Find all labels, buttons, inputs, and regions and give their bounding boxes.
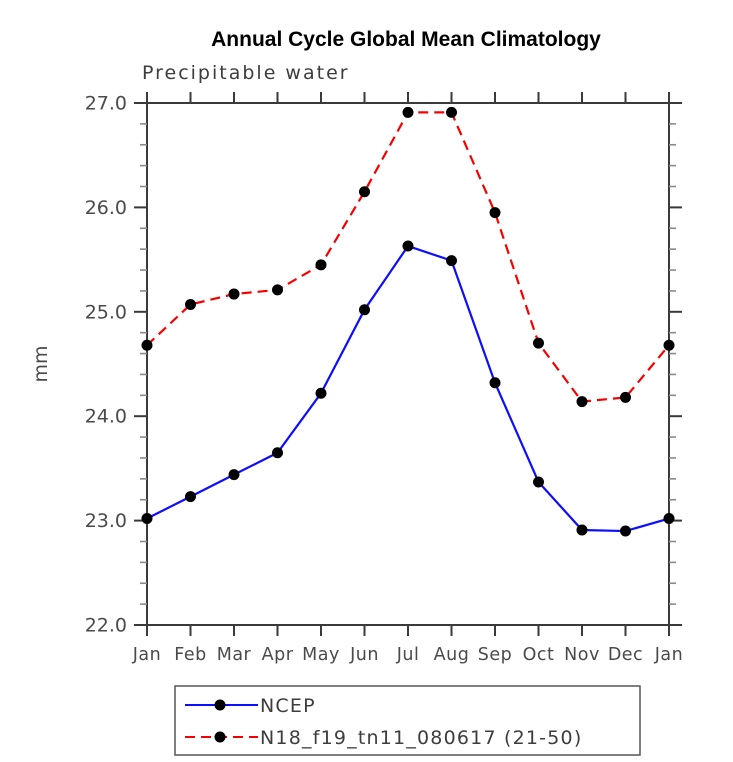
data-point-marker xyxy=(533,476,544,488)
legend-frame xyxy=(174,685,641,756)
data-point-marker xyxy=(185,491,196,503)
y-tick-label: 23.0 xyxy=(85,510,127,532)
legend-label-ncep: NCEP xyxy=(260,695,316,717)
data-point-marker xyxy=(315,259,327,271)
axes-ticks: Jan Feb Mar Apr May Jun Jul Aug Sep Oct Nov Dec Jan2… xyxy=(85,92,683,665)
data-point-marker xyxy=(533,337,544,349)
data-point-marker xyxy=(359,186,370,198)
x-tick-label: Jan xyxy=(132,645,161,665)
data-point-marker xyxy=(402,240,414,252)
data-point-marker xyxy=(446,106,457,118)
x-tick-label: May xyxy=(302,645,340,665)
y-tick-label: 24.0 xyxy=(85,406,127,428)
x-tick-label: Apr xyxy=(262,645,294,665)
x-tick-label: Dec xyxy=(608,645,643,665)
data-point-marker xyxy=(663,339,675,351)
data-point-marker xyxy=(272,447,283,459)
y-axis-title: mm xyxy=(30,345,52,382)
data-point-marker xyxy=(141,339,153,351)
legend-marker-dot xyxy=(214,699,226,711)
data-point-marker xyxy=(663,513,675,525)
data-point-marker xyxy=(576,524,588,536)
data-point-marker xyxy=(315,387,327,399)
x-tick-label: Oct xyxy=(523,645,555,665)
legend-item-model: N18_f19_tn11_080617 (21-50) xyxy=(185,727,582,749)
y-tick-label: 22.0 xyxy=(85,615,127,637)
data-point-marker xyxy=(272,284,283,296)
x-tick-label: Jan xyxy=(654,645,683,665)
series-line-model xyxy=(146,111,670,403)
y-tick-label: 27.0 xyxy=(85,93,127,115)
x-tick-label: Feb xyxy=(174,645,206,665)
data-point-marker xyxy=(228,288,240,300)
data-point-marker xyxy=(620,391,631,403)
legend-item-ncep: NCEP xyxy=(185,695,316,717)
chart-title: Annual Cycle Global Mean Climatology xyxy=(211,28,601,51)
y-tick-label: 25.0 xyxy=(85,301,127,323)
x-tick-label: Sep xyxy=(478,645,512,665)
data-point-marker xyxy=(185,298,196,310)
data-point-marker xyxy=(620,525,631,537)
data-point-marker xyxy=(228,469,240,481)
x-tick-label: Jun xyxy=(349,645,379,665)
chart-subtitle: Precipitable water xyxy=(142,62,350,84)
x-tick-label: Jul xyxy=(396,645,420,665)
data-point-marker xyxy=(141,513,153,525)
data-point-marker xyxy=(489,377,501,389)
data-point-marker xyxy=(576,396,588,408)
x-tick-label: Nov xyxy=(564,645,600,665)
data-point-marker xyxy=(446,255,457,267)
legend-box: NCEP N18_f19_tn11_080617 (21-50) xyxy=(174,685,641,756)
data-point-marker xyxy=(402,106,414,118)
data-series xyxy=(141,106,675,537)
legend-marker-dot xyxy=(214,731,226,743)
series-line-ncep xyxy=(146,244,670,533)
data-point-marker xyxy=(359,304,370,316)
x-tick-label: Aug xyxy=(434,645,470,665)
y-tick-label: 26.0 xyxy=(85,197,127,219)
plot-frame xyxy=(146,102,670,626)
legend-label-model: N18_f19_tn11_080617 (21-50) xyxy=(260,727,582,749)
data-point-marker xyxy=(489,207,501,219)
x-tick-label: Mar xyxy=(217,645,252,665)
